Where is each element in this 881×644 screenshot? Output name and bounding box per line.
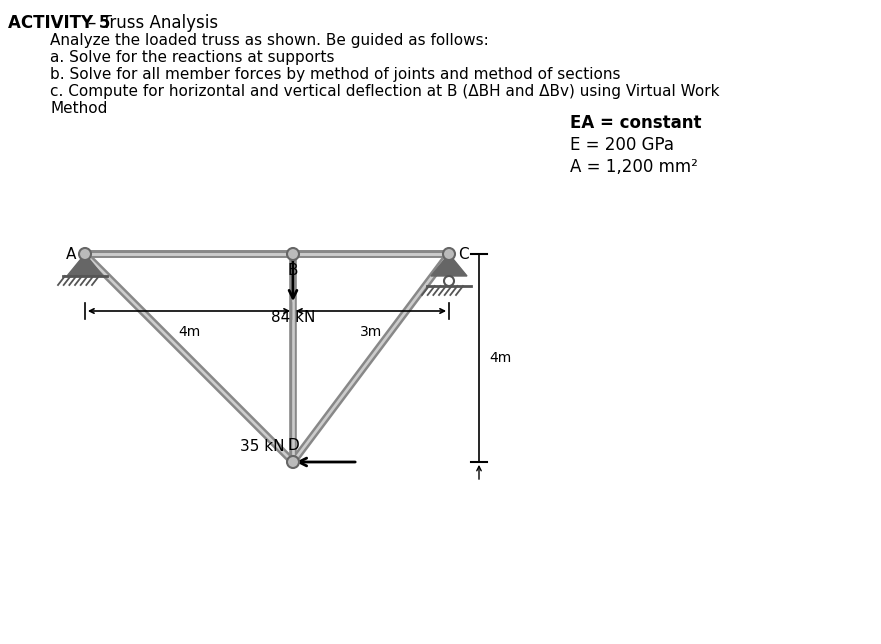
- Text: c. Compute for horizontal and vertical deflection at B (ΔBH and ΔBv) using Virtu: c. Compute for horizontal and vertical d…: [50, 84, 720, 99]
- Text: C: C: [458, 247, 469, 261]
- Polygon shape: [67, 254, 103, 276]
- Text: a. Solve for the reactions at supports: a. Solve for the reactions at supports: [50, 50, 335, 65]
- Text: A = 1,200 mm²: A = 1,200 mm²: [570, 158, 698, 176]
- Text: 84 kN: 84 kN: [270, 310, 315, 325]
- Text: B: B: [288, 263, 299, 278]
- Circle shape: [287, 456, 299, 468]
- Circle shape: [444, 276, 454, 286]
- Circle shape: [287, 248, 299, 260]
- Text: E = 200 GPa: E = 200 GPa: [570, 136, 674, 154]
- Text: 4m: 4m: [489, 351, 511, 365]
- Text: EA = constant: EA = constant: [570, 114, 701, 132]
- Circle shape: [443, 248, 455, 260]
- Text: b. Solve for all member forces by method of joints and method of sections: b. Solve for all member forces by method…: [50, 67, 620, 82]
- Text: Analyze the loaded truss as shown. Be guided as follows:: Analyze the loaded truss as shown. Be gu…: [50, 33, 489, 48]
- Text: ACTIVITY 5: ACTIVITY 5: [8, 14, 110, 32]
- Text: D: D: [287, 439, 299, 453]
- Polygon shape: [431, 254, 467, 276]
- Text: 4m: 4m: [178, 325, 200, 339]
- Text: A: A: [66, 247, 76, 261]
- Text: Method: Method: [50, 101, 107, 116]
- Text: 35 kN: 35 kN: [241, 439, 285, 454]
- Text: – Truss Analysis: – Truss Analysis: [88, 14, 218, 32]
- Text: 3m: 3m: [359, 325, 382, 339]
- Circle shape: [79, 248, 91, 260]
